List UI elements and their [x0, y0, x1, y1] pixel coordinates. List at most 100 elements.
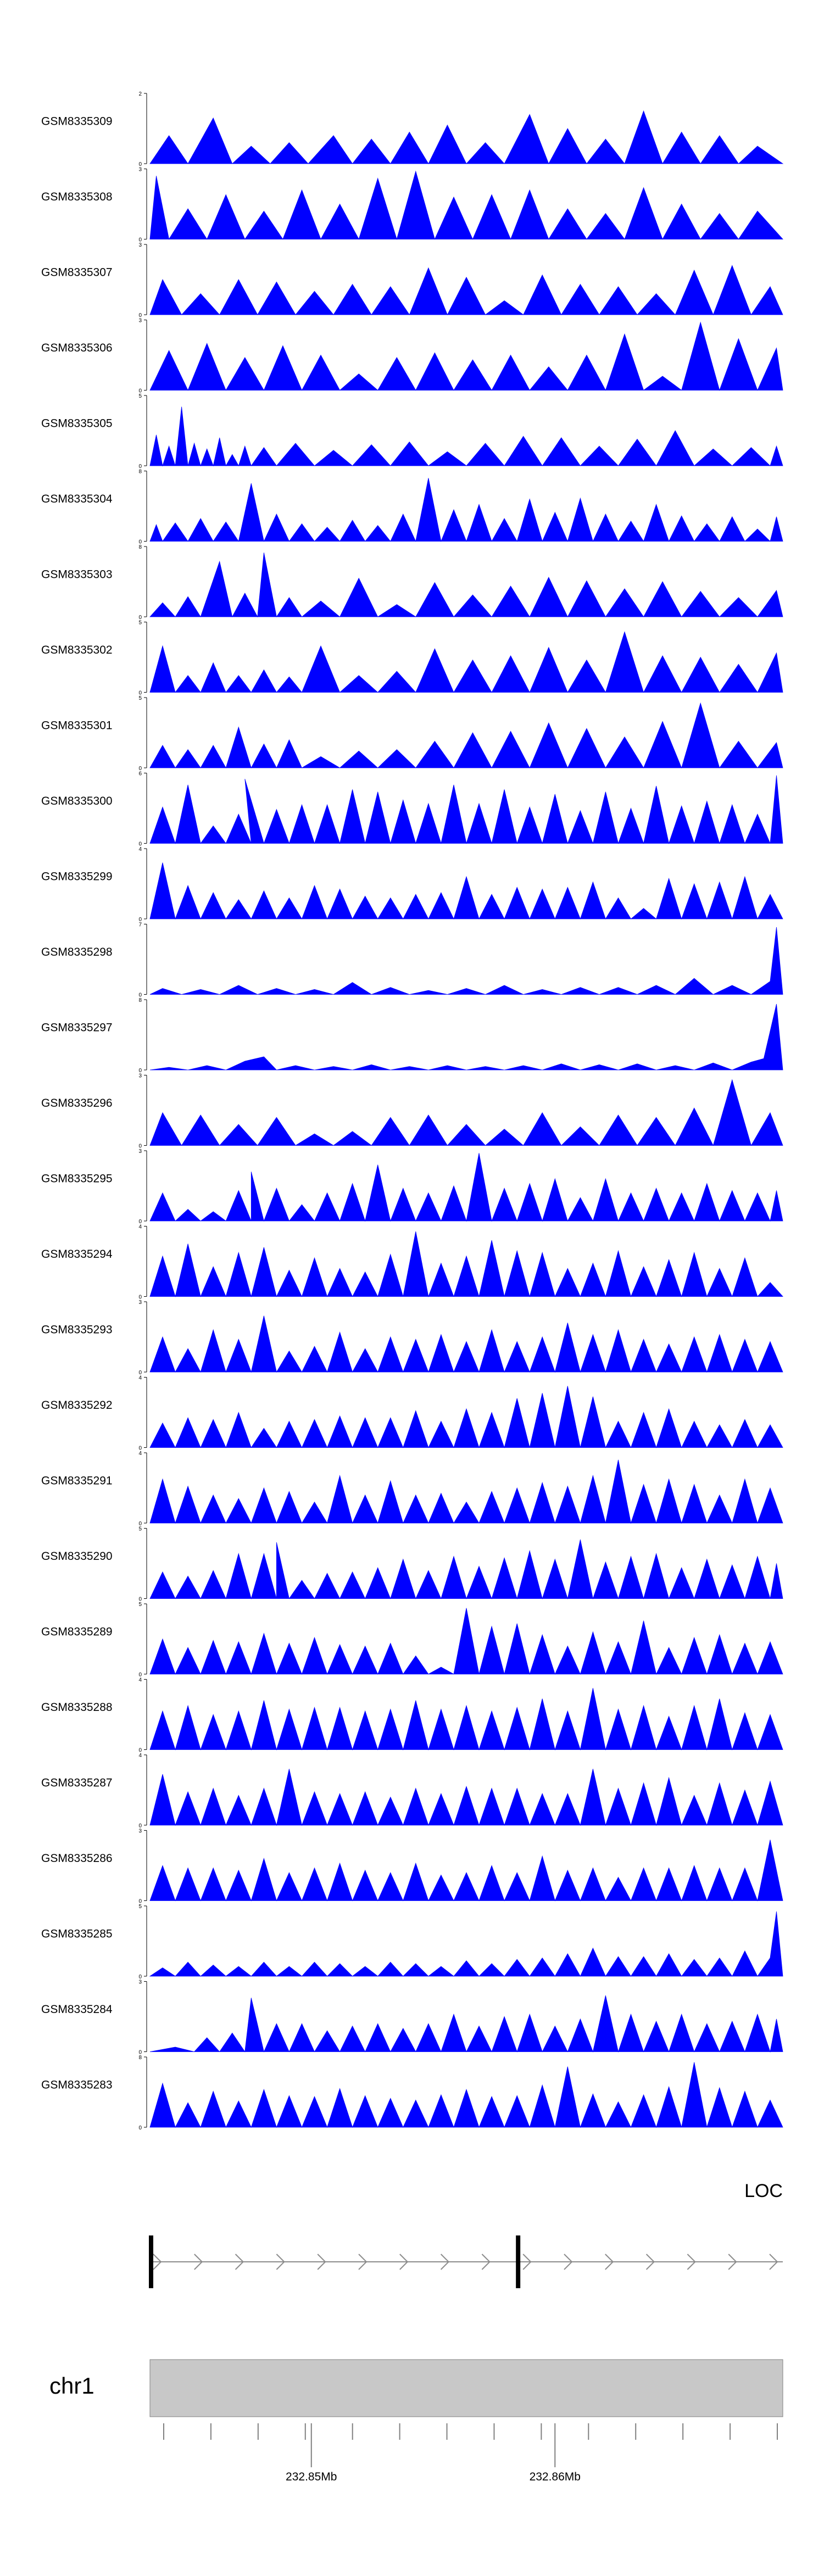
track-GSM8335302: GSM8335302 5 0: [41, 620, 783, 696]
track-GSM8335304: GSM8335304 8 0: [41, 469, 783, 545]
track-GSM8335295: GSM8335295 3 0: [41, 1148, 783, 1225]
strand-arrow: [399, 2254, 409, 2270]
coverage-area: [149, 2062, 783, 2128]
genome-position-label: 232.86Mb: [530, 2471, 581, 2483]
strand-arrow: [728, 2254, 737, 2270]
exon-block: [149, 2235, 153, 2288]
coverage-area: [149, 1911, 783, 1977]
track-label: GSM8335299: [41, 871, 113, 883]
track-label: GSM8335293: [41, 1324, 113, 1336]
y-tick-zero-label: 0: [138, 1446, 142, 1452]
y-tick-max-label: 2: [138, 91, 142, 97]
coverage-area: [149, 110, 784, 164]
track-GSM8335299: GSM8335299 4 0: [41, 846, 783, 923]
y-tick-zero-label: 0: [138, 2125, 142, 2131]
y-tick-zero-label: 0: [138, 1597, 142, 1603]
track-label: GSM8335304: [41, 493, 113, 505]
track-label: GSM8335287: [41, 1777, 113, 1789]
track-GSM8335289: GSM8335289 5 0: [41, 1602, 783, 1678]
coverage-area: [149, 170, 783, 240]
genome-axis: 232.85Mb 232.86Mb: [163, 2423, 778, 2483]
track-label: GSM8335291: [41, 1475, 113, 1487]
track-label: GSM8335302: [41, 644, 113, 656]
track-label: GSM8335297: [41, 1022, 113, 1034]
y-tick-max-label: 3: [138, 1073, 142, 1079]
coverage-tracks: GSM833530920GSM833530830GSM833530730GSM8…: [41, 91, 784, 2131]
coverage-area: [149, 702, 783, 769]
track-label: GSM8335295: [41, 1173, 113, 1185]
track-label: GSM8335284: [41, 2003, 113, 2016]
gene-label: LOC: [744, 2181, 783, 2201]
strand-arrow: [481, 2254, 491, 2270]
strand-arrow: [194, 2254, 203, 2270]
chromosome-track: chr1 232.85Mb 232.86Mb: [49, 2359, 783, 2483]
coverage-area: [149, 1153, 783, 1222]
coverage-area: [149, 553, 783, 618]
y-tick-max-label: 3: [138, 1300, 142, 1306]
y-tick-zero-label: 0: [138, 1144, 142, 1150]
y-tick-zero-label: 0: [138, 161, 142, 168]
coverage-area: [149, 927, 783, 995]
y-tick-zero-label: 0: [138, 1823, 142, 1829]
coverage-area: [149, 1003, 783, 1070]
y-tick-zero-label: 0: [138, 1219, 142, 1225]
strand-arrow: [153, 2254, 162, 2270]
strand-arrow: [564, 2254, 573, 2270]
coverage-area: [149, 1608, 783, 1675]
track-GSM8335306: GSM8335306 3 0: [41, 318, 783, 394]
track-label: GSM8335289: [41, 1626, 113, 1638]
coverage-area: [149, 1769, 783, 1826]
coverage-area: [149, 1079, 783, 1146]
track-GSM8335297: GSM8335297 8 0: [41, 997, 783, 1074]
track-GSM8335296: GSM8335296 3 0: [41, 1073, 783, 1150]
coverage-area: [149, 775, 783, 845]
y-tick-max-label: 4: [138, 1224, 142, 1230]
y-tick-zero-label: 0: [138, 1672, 142, 1678]
track-label: GSM8335300: [41, 795, 113, 807]
track-label: GSM8335294: [41, 1248, 113, 1261]
y-tick-zero-label: 0: [138, 917, 142, 923]
track-label: GSM8335290: [41, 1550, 113, 1563]
track-GSM8335301: GSM8335301 5 0: [41, 695, 783, 772]
track-label: GSM8335288: [41, 1701, 113, 1714]
track-GSM8335292: GSM8335292 4 0: [41, 1375, 783, 1452]
y-tick-max-label: 3: [138, 1828, 142, 1835]
coverage-area: [149, 1315, 783, 1373]
track-GSM8335286: GSM8335286 3 0: [41, 1828, 783, 1905]
track-label: GSM8335307: [41, 266, 113, 279]
strand-arrow: [605, 2254, 614, 2270]
y-tick-max-label: 5: [138, 620, 142, 626]
track-label: GSM8335308: [41, 191, 113, 203]
y-tick-zero-label: 0: [138, 237, 142, 243]
coverage-area: [149, 1459, 783, 1524]
y-tick-zero-label: 0: [138, 313, 142, 319]
track-GSM8335294: GSM8335294 4 0: [41, 1224, 783, 1301]
track-label: GSM8335283: [41, 2079, 113, 2092]
strand-arrow: [317, 2254, 326, 2270]
coverage-area: [149, 406, 783, 467]
y-tick-max-label: 8: [138, 997, 142, 1003]
gene-model: [149, 2235, 783, 2288]
strand-arrow: [276, 2254, 285, 2270]
y-tick-zero-label: 0: [138, 388, 142, 394]
strand-arrow: [769, 2254, 778, 2270]
track-label: GSM8335301: [41, 720, 113, 732]
track-GSM8335288: GSM8335288 4 0: [41, 1677, 783, 1754]
y-tick-max-label: 4: [138, 846, 142, 852]
track-label: GSM8335296: [41, 1097, 113, 1109]
chromosome-band: [149, 2359, 783, 2417]
track-GSM8335303: GSM8335303 8 0: [41, 544, 783, 621]
y-tick-zero-label: 0: [138, 615, 142, 621]
y-tick-max-label: 3: [138, 318, 142, 324]
y-tick-max-label: 4: [138, 1451, 142, 1457]
strand-arrow: [235, 2254, 244, 2270]
track-GSM8335287: GSM8335287 4 0: [41, 1753, 783, 1829]
y-tick-max-label: 8: [138, 469, 142, 475]
track-GSM8335291: GSM8335291 4 0: [41, 1451, 783, 1527]
track-label: GSM8335292: [41, 1399, 113, 1412]
y-tick-max-label: 7: [138, 922, 142, 928]
y-tick-max-label: 3: [138, 242, 142, 248]
y-tick-max-label: 4: [138, 1375, 142, 1381]
y-tick-max-label: 3: [138, 1980, 142, 1986]
track-GSM8335308: GSM8335308 3 0: [41, 167, 783, 243]
